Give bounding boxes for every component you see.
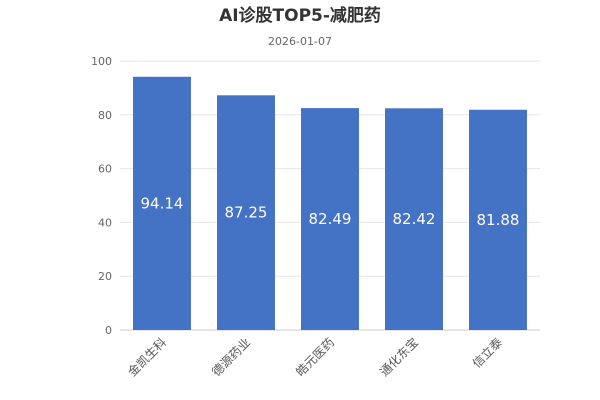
bar: [469, 109, 527, 330]
bar: [217, 95, 275, 330]
data-label: 82.42: [393, 210, 436, 228]
bar: [301, 108, 359, 330]
y-tick-label: 0: [105, 324, 112, 337]
category-label: 皓元医药: [293, 335, 337, 379]
category-label: 金凯生科: [125, 335, 170, 380]
y-axis-ticks: 0 20 40 60 80 100: [91, 55, 112, 337]
bar: [133, 76, 191, 330]
y-tick-label: 20: [98, 270, 112, 283]
chart-subtitle: 2026-01-07: [268, 35, 332, 48]
y-tick-label: 60: [98, 163, 112, 176]
data-label: 94.14: [141, 194, 184, 212]
y-tick-label: 100: [91, 55, 112, 68]
category-label: 通化东宝: [377, 335, 421, 379]
category-label: 信立泰: [469, 335, 505, 371]
chart-title: AI诊股TOP5-减肥药: [219, 5, 381, 26]
data-labels: 94.14 87.25 82.49 82.42 81.88: [141, 194, 520, 228]
category-label: 德源药业: [209, 335, 254, 380]
data-label: 81.88: [477, 211, 520, 229]
x-axis-categories: 金凯生科 德源药业 皓元医药 通化东宝 信立泰: [125, 335, 506, 380]
bar: [385, 108, 443, 331]
data-label: 87.25: [225, 204, 268, 222]
data-label: 82.49: [309, 210, 352, 228]
y-tick-label: 80: [98, 109, 112, 122]
bars: [133, 76, 527, 331]
y-tick-label: 40: [98, 216, 112, 229]
